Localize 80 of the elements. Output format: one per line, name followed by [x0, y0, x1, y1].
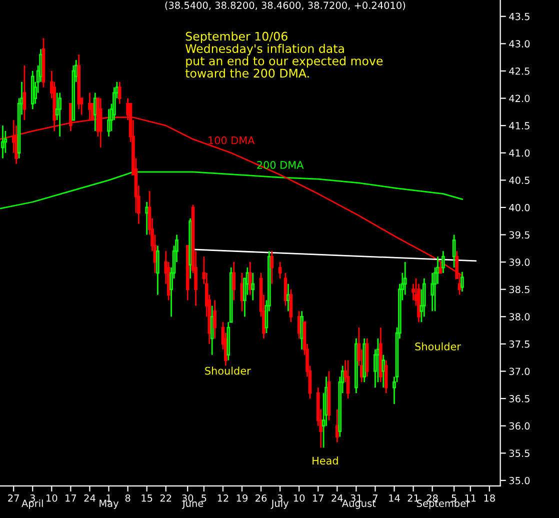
- x-tick-label: 28: [426, 494, 438, 502]
- series-label: 200 DMA: [257, 160, 304, 169]
- candlestick: [460, 271, 464, 292]
- x-tick-label: 11: [465, 494, 476, 502]
- y-tick-label: 43.0: [509, 40, 530, 48]
- y-tick-label: 35.0: [509, 476, 530, 484]
- y-tick-label: 40.5: [509, 176, 530, 184]
- candlestick: [156, 244, 160, 296]
- x-tick-label: 24: [84, 494, 96, 502]
- x-tick-label: 14: [389, 494, 400, 502]
- y-tick-label: 38.0: [509, 313, 530, 320]
- annotation: Head: [312, 456, 338, 465]
- candlestick: [452, 234, 456, 268]
- y-tick-label: 41.5: [509, 122, 530, 130]
- y-tick-label: 39.5: [509, 231, 530, 239]
- x-tick-label: 12: [218, 494, 228, 502]
- x-tick-label: 17: [313, 494, 324, 502]
- candlestick: [58, 92, 62, 138]
- x2-tick-label: August: [342, 500, 376, 509]
- y-tick-label: 42.5: [509, 67, 530, 75]
- x-tick-label: 10: [46, 494, 58, 502]
- series-label: 100 DMA: [208, 136, 255, 144]
- x-tick-label: 3: [30, 494, 35, 502]
- x-tick-label: 7: [372, 494, 378, 502]
- candlestick: [346, 360, 350, 400]
- annotation: Shoulder: [415, 342, 461, 350]
- candlestick: [118, 81, 122, 104]
- x-tick-label: 10: [294, 494, 305, 502]
- y-tick-label: 42.0: [509, 94, 530, 102]
- x-tick-label: 18: [484, 494, 495, 502]
- candlestick: [145, 201, 148, 236]
- y-tick-label: 37.5: [509, 340, 530, 348]
- y-tick-label: 36.5: [509, 395, 530, 402]
- x2-tick-label: May: [100, 500, 119, 509]
- candlestick: [248, 261, 252, 296]
- candlestick: [284, 272, 288, 306]
- candlestick: [22, 64, 26, 121]
- candlestick: [442, 250, 445, 274]
- x2-tick-label: September: [416, 499, 470, 509]
- x-tick-label: 24: [332, 494, 343, 502]
- candlestick: [438, 261, 442, 274]
- x2-tick-label: June: [182, 500, 204, 509]
- x2-tick-label: July: [270, 499, 289, 509]
- candlestick: [300, 310, 304, 350]
- x-tick-label: 19: [236, 494, 248, 502]
- candlestick: [382, 354, 386, 388]
- line-series: [0, 171, 463, 210]
- x-tick-label: 17: [66, 494, 76, 502]
- x-tick-label: 15: [142, 494, 152, 502]
- y-tick-label: 40.0: [509, 204, 530, 212]
- x-tick-label: 21: [408, 494, 419, 502]
- candlestick: [289, 288, 293, 323]
- y-tick-label: 38.5: [509, 286, 530, 294]
- candlestick: [1, 124, 4, 160]
- candlestick: [286, 283, 290, 312]
- y-tick-label: 41.0: [509, 149, 530, 157]
- candlestick: [270, 250, 274, 285]
- candlestick: [232, 261, 236, 301]
- y-tick-label: 43.5: [509, 12, 530, 20]
- y-tick-label: 35.5: [509, 450, 530, 457]
- candlestick: [251, 272, 255, 301]
- annotation: Shoulder: [205, 366, 251, 375]
- x-tick-label: 26: [256, 494, 267, 502]
- x-tick-label: 8: [125, 494, 130, 502]
- x-tick-label: 31: [350, 494, 362, 502]
- candlestick: [336, 408, 339, 443]
- candlestick: [278, 261, 282, 280]
- y-tick-label: 36.0: [509, 422, 530, 430]
- x2-tick-label: April: [22, 499, 43, 509]
- y-tick-label: 37.0: [509, 368, 530, 376]
- x-tick-label: 27: [8, 494, 19, 502]
- chart-title: (38.5400, 38.8200, 38.4600, 38.7200, +0.24010): [165, 1, 406, 10]
- x-tick-label: 22: [160, 494, 172, 502]
- x-tick-label: 1: [106, 494, 111, 502]
- candlestick: [384, 360, 388, 394]
- candlestick: [213, 300, 216, 340]
- annotation: September 10/06 Wednesday's inflation data put an end to our expected move toward the 200 DMA.: [185, 32, 383, 78]
- x-tick-label: 30: [182, 494, 194, 502]
- x-tick-label: 5: [202, 494, 206, 502]
- y-tick-label: 39.0: [509, 258, 530, 266]
